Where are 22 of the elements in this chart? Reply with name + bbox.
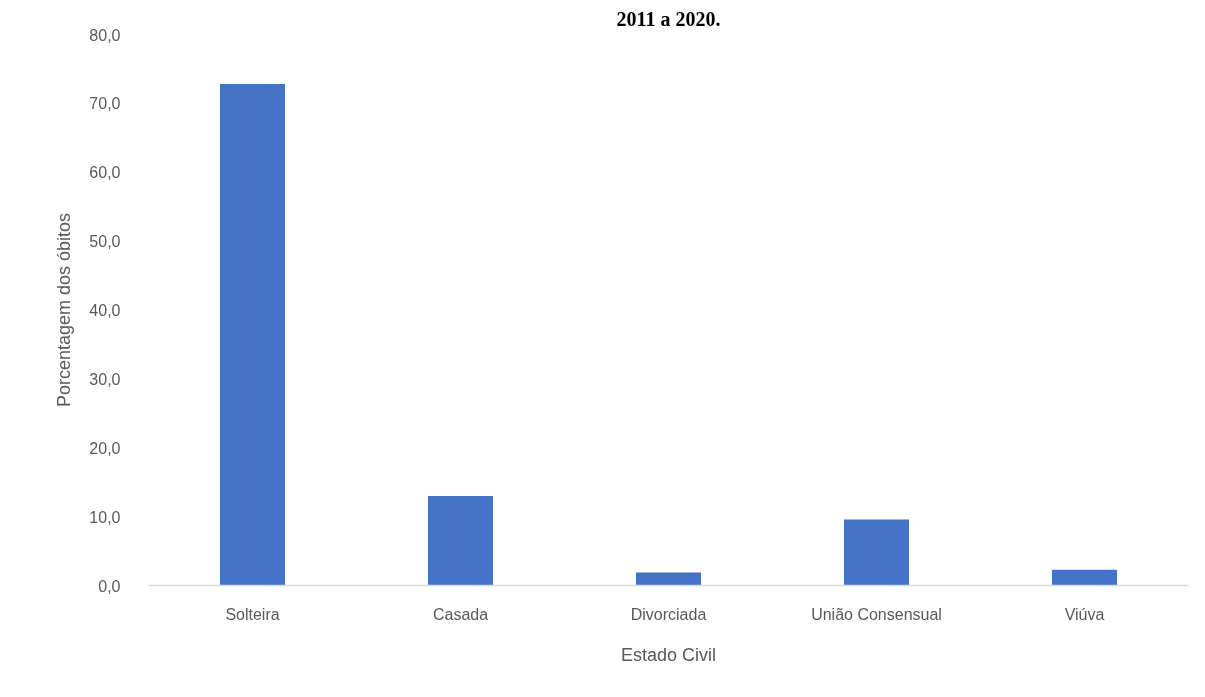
- y-tick-label: 60,0: [89, 164, 121, 182]
- bar: [1051, 569, 1118, 586]
- y-tick-label: 0,0: [98, 577, 121, 595]
- y-tick-label: 20,0: [89, 439, 121, 457]
- y-axis-title: Porcentagem dos óbitos: [54, 212, 75, 408]
- x-tick-label: Solteira: [225, 605, 280, 623]
- y-tick-label: 70,0: [89, 95, 121, 113]
- bar: [219, 84, 286, 586]
- x-tick-label: União Consensual: [811, 605, 942, 623]
- chart-title: 2011 a 2020.: [616, 7, 721, 30]
- y-tick-label: 40,0: [89, 302, 121, 319]
- bar: [635, 572, 702, 586]
- y-tick-label: 50,0: [89, 233, 121, 251]
- x-tick-label: Casada: [432, 605, 489, 623]
- y-tick-label: 80,0: [89, 26, 121, 44]
- x-tick-label: Viúva: [1064, 605, 1105, 623]
- y-tick-label: 10,0: [89, 508, 121, 526]
- bar: [843, 519, 910, 586]
- x-tick-label: Divorciada: [630, 605, 707, 623]
- x-axis-title: Estado Civil: [620, 644, 717, 665]
- y-tick-label: 30,0: [89, 370, 121, 388]
- bar: [427, 495, 494, 586]
